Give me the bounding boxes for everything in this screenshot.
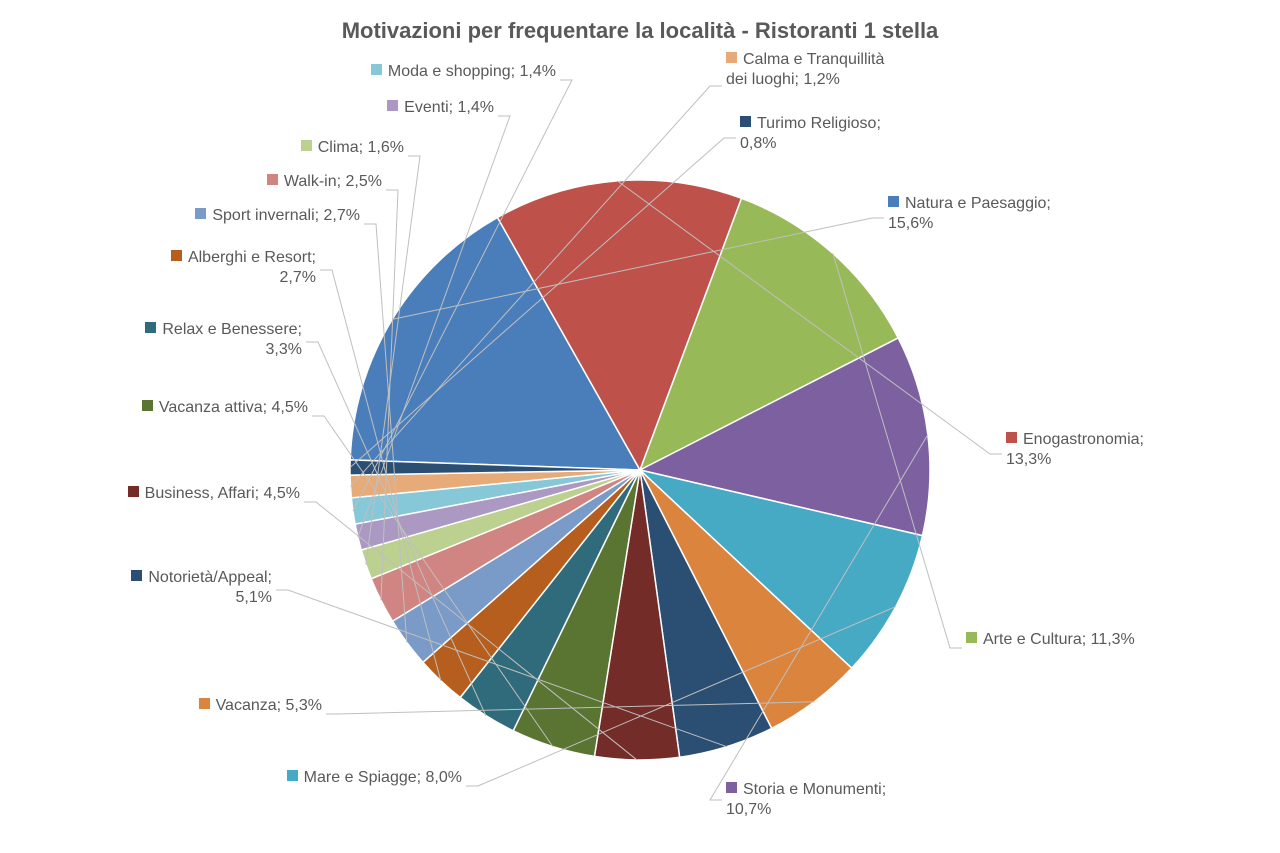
legend-swatch [726, 782, 737, 793]
legend-swatch [145, 322, 156, 333]
slice-label: Business, Affari; 4,5% [128, 484, 300, 504]
slice-label-text: Vacanza attiva; 4,5% [159, 399, 308, 416]
slice-label: Notorietà/Appeal; 5,1% [131, 568, 272, 608]
legend-swatch [267, 174, 278, 185]
slice-label: Walk-in; 2,5% [267, 172, 382, 192]
slice-label-text: Storia e Monumenti; 10,7% [726, 781, 886, 818]
slice-label: Moda e shopping; 1,4% [371, 62, 556, 82]
slice-label: Vacanza; 5,3% [199, 696, 322, 716]
slice-label: Turimo Religioso; 0,8% [740, 114, 881, 154]
slice-label-text: Natura e Paesaggio; 15,6% [888, 195, 1051, 232]
slice-label-text: Eventi; 1,4% [404, 99, 494, 116]
pie-chart-container: Motivazioni per frequentare la località … [0, 0, 1280, 853]
slice-label: Arte e Cultura; 11,3% [966, 630, 1135, 650]
slice-label: Relax e Benessere; 3,3% [145, 320, 302, 360]
legend-swatch [142, 400, 153, 411]
chart-title: Motivazioni per frequentare la località … [0, 18, 1280, 44]
legend-swatch [371, 64, 382, 75]
slice-label-text: Relax e Benessere; 3,3% [162, 321, 302, 358]
legend-swatch [287, 770, 298, 781]
slice-label-text: Arte e Cultura; 11,3% [983, 631, 1135, 648]
pie-svg [350, 180, 930, 760]
legend-swatch [888, 196, 899, 207]
slice-label-text: Calma e Tranquillità dei luoghi; 1,2% [726, 51, 884, 88]
legend-swatch [195, 208, 206, 219]
slice-label-text: Enogastronomia; 13,3% [1006, 431, 1144, 468]
slice-label: Eventi; 1,4% [387, 98, 494, 118]
legend-swatch [128, 486, 139, 497]
legend-swatch [131, 570, 142, 581]
slice-label-text: Vacanza; 5,3% [216, 697, 322, 714]
legend-swatch [199, 698, 210, 709]
slice-label-text: Turimo Religioso; 0,8% [740, 115, 881, 152]
slice-label: Storia e Monumenti; 10,7% [726, 780, 886, 820]
legend-swatch [1006, 432, 1017, 443]
slice-label: Natura e Paesaggio; 15,6% [888, 194, 1051, 234]
legend-swatch [740, 116, 751, 127]
legend-swatch [171, 250, 182, 261]
legend-swatch [966, 632, 977, 643]
slice-label-text: Mare e Spiagge; 8,0% [304, 769, 462, 786]
slice-label-text: Business, Affari; 4,5% [145, 485, 300, 502]
legend-swatch [301, 140, 312, 151]
slice-label-text: Moda e shopping; 1,4% [388, 63, 556, 80]
legend-swatch [387, 100, 398, 111]
slice-label: Sport invernali; 2,7% [195, 206, 360, 226]
slice-label: Mare e Spiagge; 8,0% [287, 768, 462, 788]
slice-label-text: Walk-in; 2,5% [284, 173, 382, 190]
legend-swatch [726, 52, 737, 63]
slice-label: Enogastronomia; 13,3% [1006, 430, 1144, 470]
slice-label-text: Sport invernali; 2,7% [212, 207, 360, 224]
slice-label-text: Notorietà/Appeal; 5,1% [148, 569, 272, 606]
slice-label-text: Clima; 1,6% [318, 139, 404, 156]
slice-label: Calma e Tranquillità dei luoghi; 1,2% [726, 50, 884, 90]
slice-label: Vacanza attiva; 4,5% [142, 398, 308, 418]
slice-label: Clima; 1,6% [301, 138, 404, 158]
slice-label: Alberghi e Resort; 2,7% [171, 248, 316, 288]
slice-label-text: Alberghi e Resort; 2,7% [188, 249, 316, 286]
